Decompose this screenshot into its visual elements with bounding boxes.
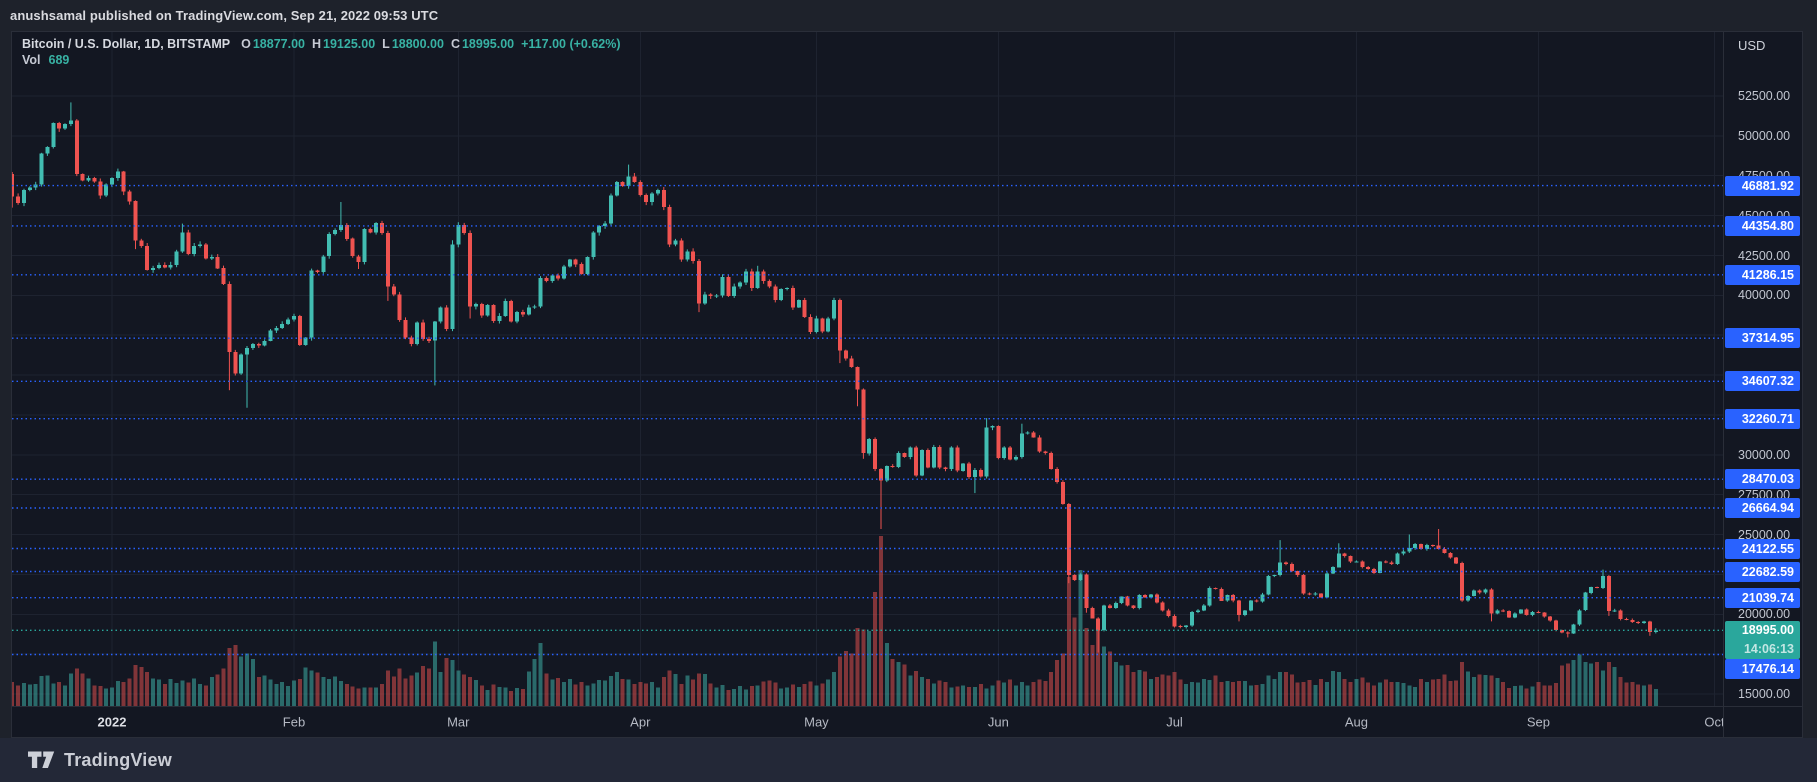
volume-value: 689 (48, 53, 70, 67)
price-level-tag: 24122.55 (1725, 538, 1800, 559)
month-label: Jul (1166, 714, 1183, 730)
candlestick-chart[interactable] (12, 32, 1723, 706)
price-level-tag: 26664.94 (1725, 498, 1800, 518)
price-level-tag: 32260.71 (1725, 408, 1800, 429)
footer-bar: TradingView (0, 738, 1817, 782)
open-value: 18877.00 (252, 37, 305, 51)
time-scale[interactable]: 2022 Feb Mar Apr May Jun Jul Aug Sep Oct (12, 706, 1723, 737)
month-label: Jun (987, 714, 1009, 730)
price-tick-label: 42500.00 (1738, 248, 1791, 263)
price-level-tag: 46881.92 (1725, 175, 1800, 196)
price-tick-label: 50000.00 (1738, 128, 1791, 143)
low-label: L (382, 37, 390, 51)
price-level-tag: 34607.32 (1725, 371, 1800, 392)
publish-info-text: anushsamal published on TradingView.com,… (10, 8, 439, 23)
tradingview-logo-icon (28, 751, 55, 768)
price-level-tag: 37314.95 (1725, 328, 1800, 349)
high-value: 19125.00 (323, 37, 376, 51)
price-level-tag: 17476.14 (1725, 658, 1800, 679)
price-tick-label: 40000.00 (1738, 288, 1791, 303)
volume-label: Vol (22, 53, 41, 67)
price-tick-label: 20000.00 (1738, 607, 1791, 622)
month-label: Oct (1704, 714, 1723, 730)
current-price-tag: 18995.00 14:06:13 (1725, 620, 1800, 659)
tradingview-logo-text: TradingView (64, 749, 172, 770)
month-label: Feb (282, 714, 306, 730)
close-label: C (450, 37, 460, 51)
month-label: Mar (447, 714, 470, 730)
high-label: H (312, 37, 322, 51)
chart-legend: Bitcoin / U.S. Dollar, 1D, BITSTAMP O 18… (22, 37, 621, 67)
change-value: +117.00 (+0.62%) (521, 37, 621, 51)
price-tick-label: 30000.00 (1738, 447, 1791, 462)
year-label: 2022 (97, 714, 127, 730)
tradingview-logo[interactable]: TradingView (28, 749, 172, 771)
price-level-tag: 44354.80 (1725, 215, 1800, 236)
price-tick-label: 15000.00 (1738, 687, 1791, 701)
price-level-tag: 28470.03 (1725, 469, 1800, 490)
month-label: Aug (1344, 714, 1368, 730)
open-label: O (241, 37, 251, 51)
month-label: Apr (630, 714, 651, 730)
month-label: Sep (1526, 714, 1550, 730)
chart-widget: Bitcoin / U.S. Dollar, 1D, BITSTAMP O 18… (11, 31, 1803, 738)
close-value: 18995.00 (461, 37, 515, 51)
month-label: May (804, 714, 829, 730)
publish-info-bar: anushsamal published on TradingView.com,… (0, 0, 1817, 31)
price-tick-label: 52500.00 (1738, 89, 1791, 103)
price-level-tag: 22682.59 (1725, 561, 1800, 582)
currency-label: USD (1738, 38, 1766, 53)
price-level-tag: 41286.15 (1725, 264, 1800, 285)
price-tick-label: 25000.00 (1738, 527, 1791, 542)
price-level-tag: 21039.74 (1725, 587, 1800, 608)
current-price-value: 18995.00 (1741, 622, 1794, 637)
price-scale[interactable]: USD 52500.0050000.0047500.0045000.004250… (1723, 32, 1802, 737)
price-pane[interactable]: Bitcoin / U.S. Dollar, 1D, BITSTAMP O 18… (12, 32, 1723, 706)
axis-corner-divider (1724, 706, 1802, 707)
symbol-title[interactable]: Bitcoin / U.S. Dollar, 1D, BITSTAMP (22, 37, 231, 51)
bar-countdown: 14:06:13 (1743, 641, 1794, 656)
low-value: 18800.00 (391, 37, 444, 51)
